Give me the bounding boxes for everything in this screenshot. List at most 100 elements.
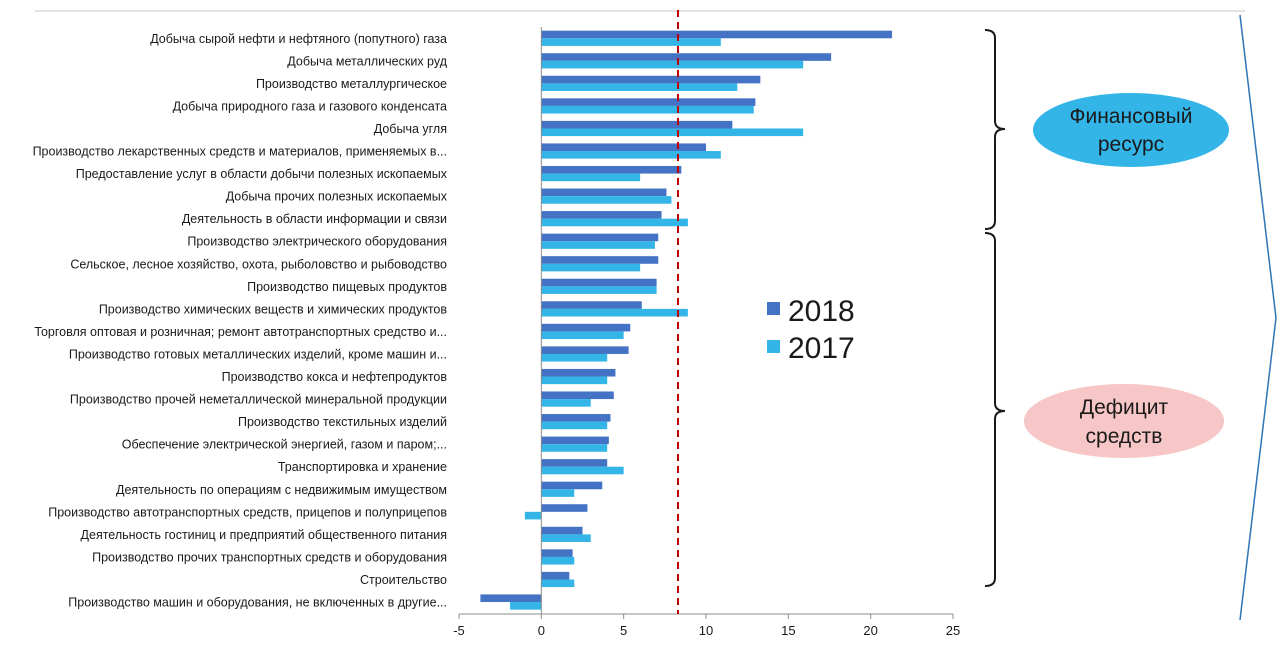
category-label: Добыча металлических руд: [287, 54, 447, 68]
x-tick-label: 0: [538, 623, 545, 638]
bar-2017: [541, 579, 575, 588]
bar-2017: [541, 38, 721, 46]
bar-2017: [541, 196, 672, 204]
category-label: Деятельность по операциям с недвижимым и…: [116, 483, 447, 497]
category-label: Производство автотранспортных средств, п…: [48, 505, 447, 519]
category-label: Производство прочих транспортных средств…: [92, 550, 447, 564]
bar-2018: [541, 301, 642, 309]
x-tick-label: 15: [781, 623, 795, 638]
category-label: Производство текстильных изделий: [238, 415, 447, 429]
category-label: Производство электрического оборудования: [187, 235, 447, 249]
category-label: Добыча угля: [374, 122, 447, 136]
bar-2017: [541, 263, 641, 272]
bar-2018: [541, 436, 609, 445]
category-label: Производство металлургическое: [256, 77, 447, 91]
bar-2018: [541, 549, 573, 557]
x-tick-label: 10: [699, 623, 713, 638]
x-tick-label: 5: [620, 623, 627, 638]
bar-2017: [541, 60, 804, 69]
deficit-ellipse: [1024, 384, 1224, 458]
category-label: Торговля оптовая и розничная; ремонт авт…: [34, 325, 447, 339]
bar-2017: [541, 399, 591, 407]
category-label: Производство машин и оборудования, не вк…: [68, 596, 447, 610]
category-label: Добыча природного газа и газового конден…: [173, 99, 447, 113]
legend-label-2017: 2017: [788, 332, 855, 365]
category-label: Производство кокса и нефтепродуктов: [222, 370, 448, 384]
x-axis: -5 0 5 10 15 20 25: [453, 27, 960, 638]
bar-2017: [541, 556, 575, 565]
x-tick-label: -5: [453, 623, 465, 638]
bar-2017: [541, 105, 754, 114]
bar-2017: [541, 353, 608, 362]
bar-2017: [541, 489, 575, 497]
bar-2017: [541, 466, 624, 475]
bar-2017: [541, 128, 804, 137]
bar-2018: [541, 391, 614, 400]
finance-label-line2: ресурс: [1098, 133, 1164, 156]
brace-bottom-group: [984, 232, 1006, 587]
chevron-arrow-icon: [1239, 14, 1277, 621]
brace-top-group: [984, 29, 1006, 230]
category-label: Деятельность гостиниц и предприятий обще…: [81, 528, 447, 542]
group-deficit: Дефицит средств: [1024, 384, 1224, 458]
bar-2017: [541, 444, 608, 452]
bar-2018: [541, 368, 616, 377]
bar-2018: [480, 594, 542, 603]
category-label: Предоставление услуг в области добычи по…: [76, 167, 448, 181]
bar-2018: [541, 211, 662, 219]
legend-swatch-2017: [767, 340, 780, 353]
bar-2018: [541, 30, 893, 39]
bar-2018: [541, 346, 629, 354]
category-label: Производство прочей неметаллической мине…: [70, 393, 447, 407]
bar-2018: [541, 143, 706, 152]
bar-2017: [541, 376, 608, 385]
bar-2018: [541, 75, 761, 84]
bar-2018: [541, 414, 611, 422]
category-label: Сельское, лесное хозяйство, охота, рыбол…: [70, 257, 447, 271]
bars-group: [480, 30, 893, 610]
category-label: Транспортировка и хранение: [278, 460, 447, 474]
category-label: Производство химических веществ и химиче…: [99, 302, 448, 316]
deficit-label-line1: Дефицит: [1080, 396, 1169, 419]
category-label: Производство готовых металлических издел…: [69, 347, 447, 361]
bar-2018: [541, 188, 667, 197]
category-label: Обеспечение электрической энергией, газо…: [122, 438, 447, 452]
bar-2018: [541, 323, 631, 332]
legend-swatch-2018: [767, 302, 780, 315]
category-label: Деятельность в области информации и связ…: [182, 212, 447, 226]
x-tick-label: 20: [863, 623, 877, 638]
bar-2018: [541, 278, 657, 287]
bar-2017: [524, 511, 542, 520]
category-label: Строительство: [360, 573, 447, 587]
bar-2018: [541, 481, 603, 490]
category-label: Производство пищевых продуктов: [247, 280, 447, 294]
finance-label-line1: Финансовый: [1070, 105, 1193, 128]
bar-2018: [541, 256, 659, 264]
bar-2018: [541, 53, 832, 61]
bar-2017: [541, 151, 721, 159]
deficit-label-line2: средств: [1086, 425, 1163, 448]
bar-2018: [541, 98, 756, 106]
bar-2018: [541, 571, 570, 580]
bar-2017: [541, 173, 641, 182]
finance-ellipse: [1033, 93, 1229, 167]
legend: 2018 2017: [767, 295, 855, 365]
bar-2017: [541, 421, 608, 430]
bar-2017: [510, 602, 542, 610]
bar-2018: [541, 526, 583, 535]
bar-2017: [541, 218, 688, 227]
bar-2018: [541, 120, 733, 129]
category-label: Добыча прочих полезных ископаемых: [226, 190, 448, 204]
category-labels: Добыча сырой нефти и нефтяного (попутног…: [33, 32, 448, 610]
bar-2018: [541, 459, 608, 467]
group-finance: Финансовый ресурс: [1033, 93, 1229, 167]
category-label: Производство лекарственных средств и мат…: [33, 145, 447, 159]
bar-2018: [541, 165, 682, 174]
category-label: Добыча сырой нефти и нефтяного (попутног…: [150, 32, 447, 46]
bar-2017: [541, 534, 591, 542]
bar-2017: [541, 241, 655, 249]
bar-2017: [541, 331, 624, 340]
bar-2018: [541, 233, 659, 242]
bar-2018: [541, 504, 588, 512]
